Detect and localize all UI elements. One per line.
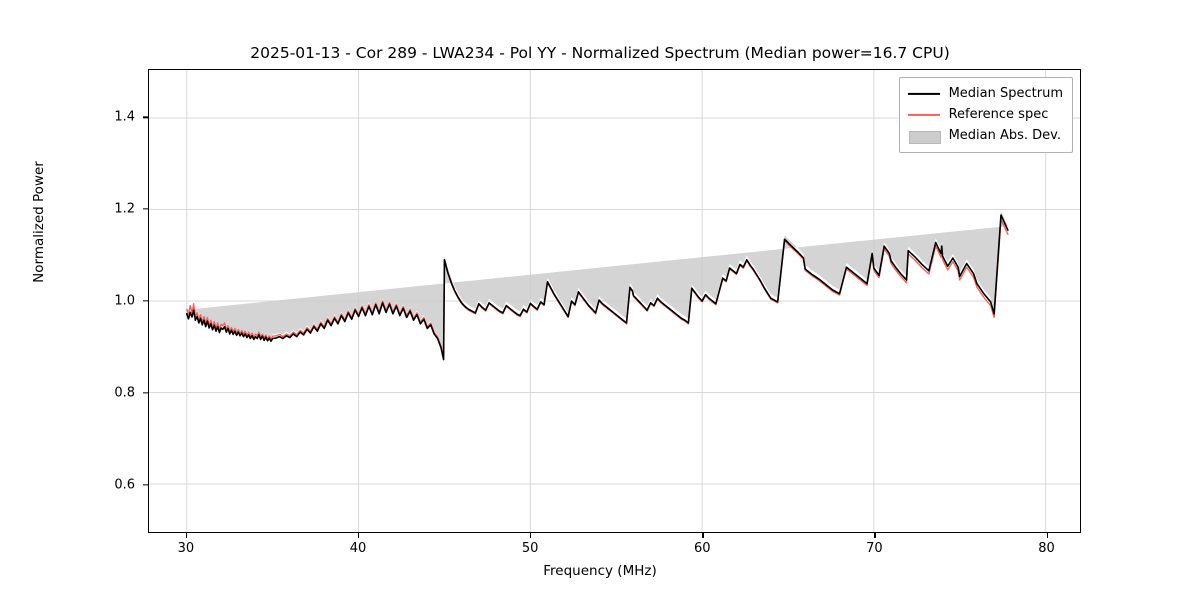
median-spectrum-line (187, 215, 1008, 360)
x-axis-label: Frequency (MHz) (543, 563, 657, 579)
x-tick-label: 80 (1038, 541, 1055, 556)
x-tick-mark (358, 533, 360, 538)
legend-swatch-line-icon (907, 86, 940, 102)
median-abs-dev-band (186, 210, 1008, 356)
x-tick-mark (702, 533, 704, 538)
x-tick-mark (185, 533, 188, 538)
x-tick-mark (874, 533, 876, 538)
x-tick-mark (530, 533, 532, 538)
legend-label: Reference spec (948, 107, 1049, 122)
y-tick-label: 1.2 (114, 201, 135, 217)
y-tick-label: 0.8 (114, 385, 135, 401)
legend-label: Median Spectrum (948, 86, 1063, 101)
x-tick-label: 40 (349, 541, 367, 556)
y-tick-mark (143, 484, 148, 486)
y-axis-label: Normalized Power (31, 161, 47, 283)
legend-item-median-spectrum: Median Spectrum (907, 83, 1063, 104)
x-tick-mark (1046, 533, 1048, 538)
chart-title: 2025-01-13 - Cor 289 - LWA234 - Pol YY -… (250, 44, 950, 62)
y-tick-mark (143, 392, 148, 394)
y-tick-mark (143, 208, 148, 210)
plot-area: Median Spectrum Reference spec Median Ab… (148, 69, 1081, 533)
y-tick-label: 1.4 (114, 109, 135, 125)
y-tick-mark (143, 300, 148, 302)
legend-swatch-patch-icon (908, 128, 941, 144)
x-tick-label: 30 (177, 541, 195, 556)
y-tick-label: 0.6 (114, 477, 135, 493)
x-tick-label: 70 (866, 541, 883, 556)
legend-item-median-abs-dev: Median Abs. Dev. (908, 125, 1063, 146)
x-tick-label: 60 (694, 541, 711, 556)
legend-label: Median Abs. Dev. (948, 128, 1062, 143)
legend-swatch-line-icon (907, 107, 940, 123)
y-tick-label: 1.0 (114, 293, 135, 309)
legend: Median Spectrum Reference spec Median Ab… (898, 77, 1073, 153)
x-tick-label: 50 (521, 541, 539, 556)
legend-item-reference-spec: Reference spec (907, 104, 1063, 125)
y-tick-mark (143, 116, 148, 118)
